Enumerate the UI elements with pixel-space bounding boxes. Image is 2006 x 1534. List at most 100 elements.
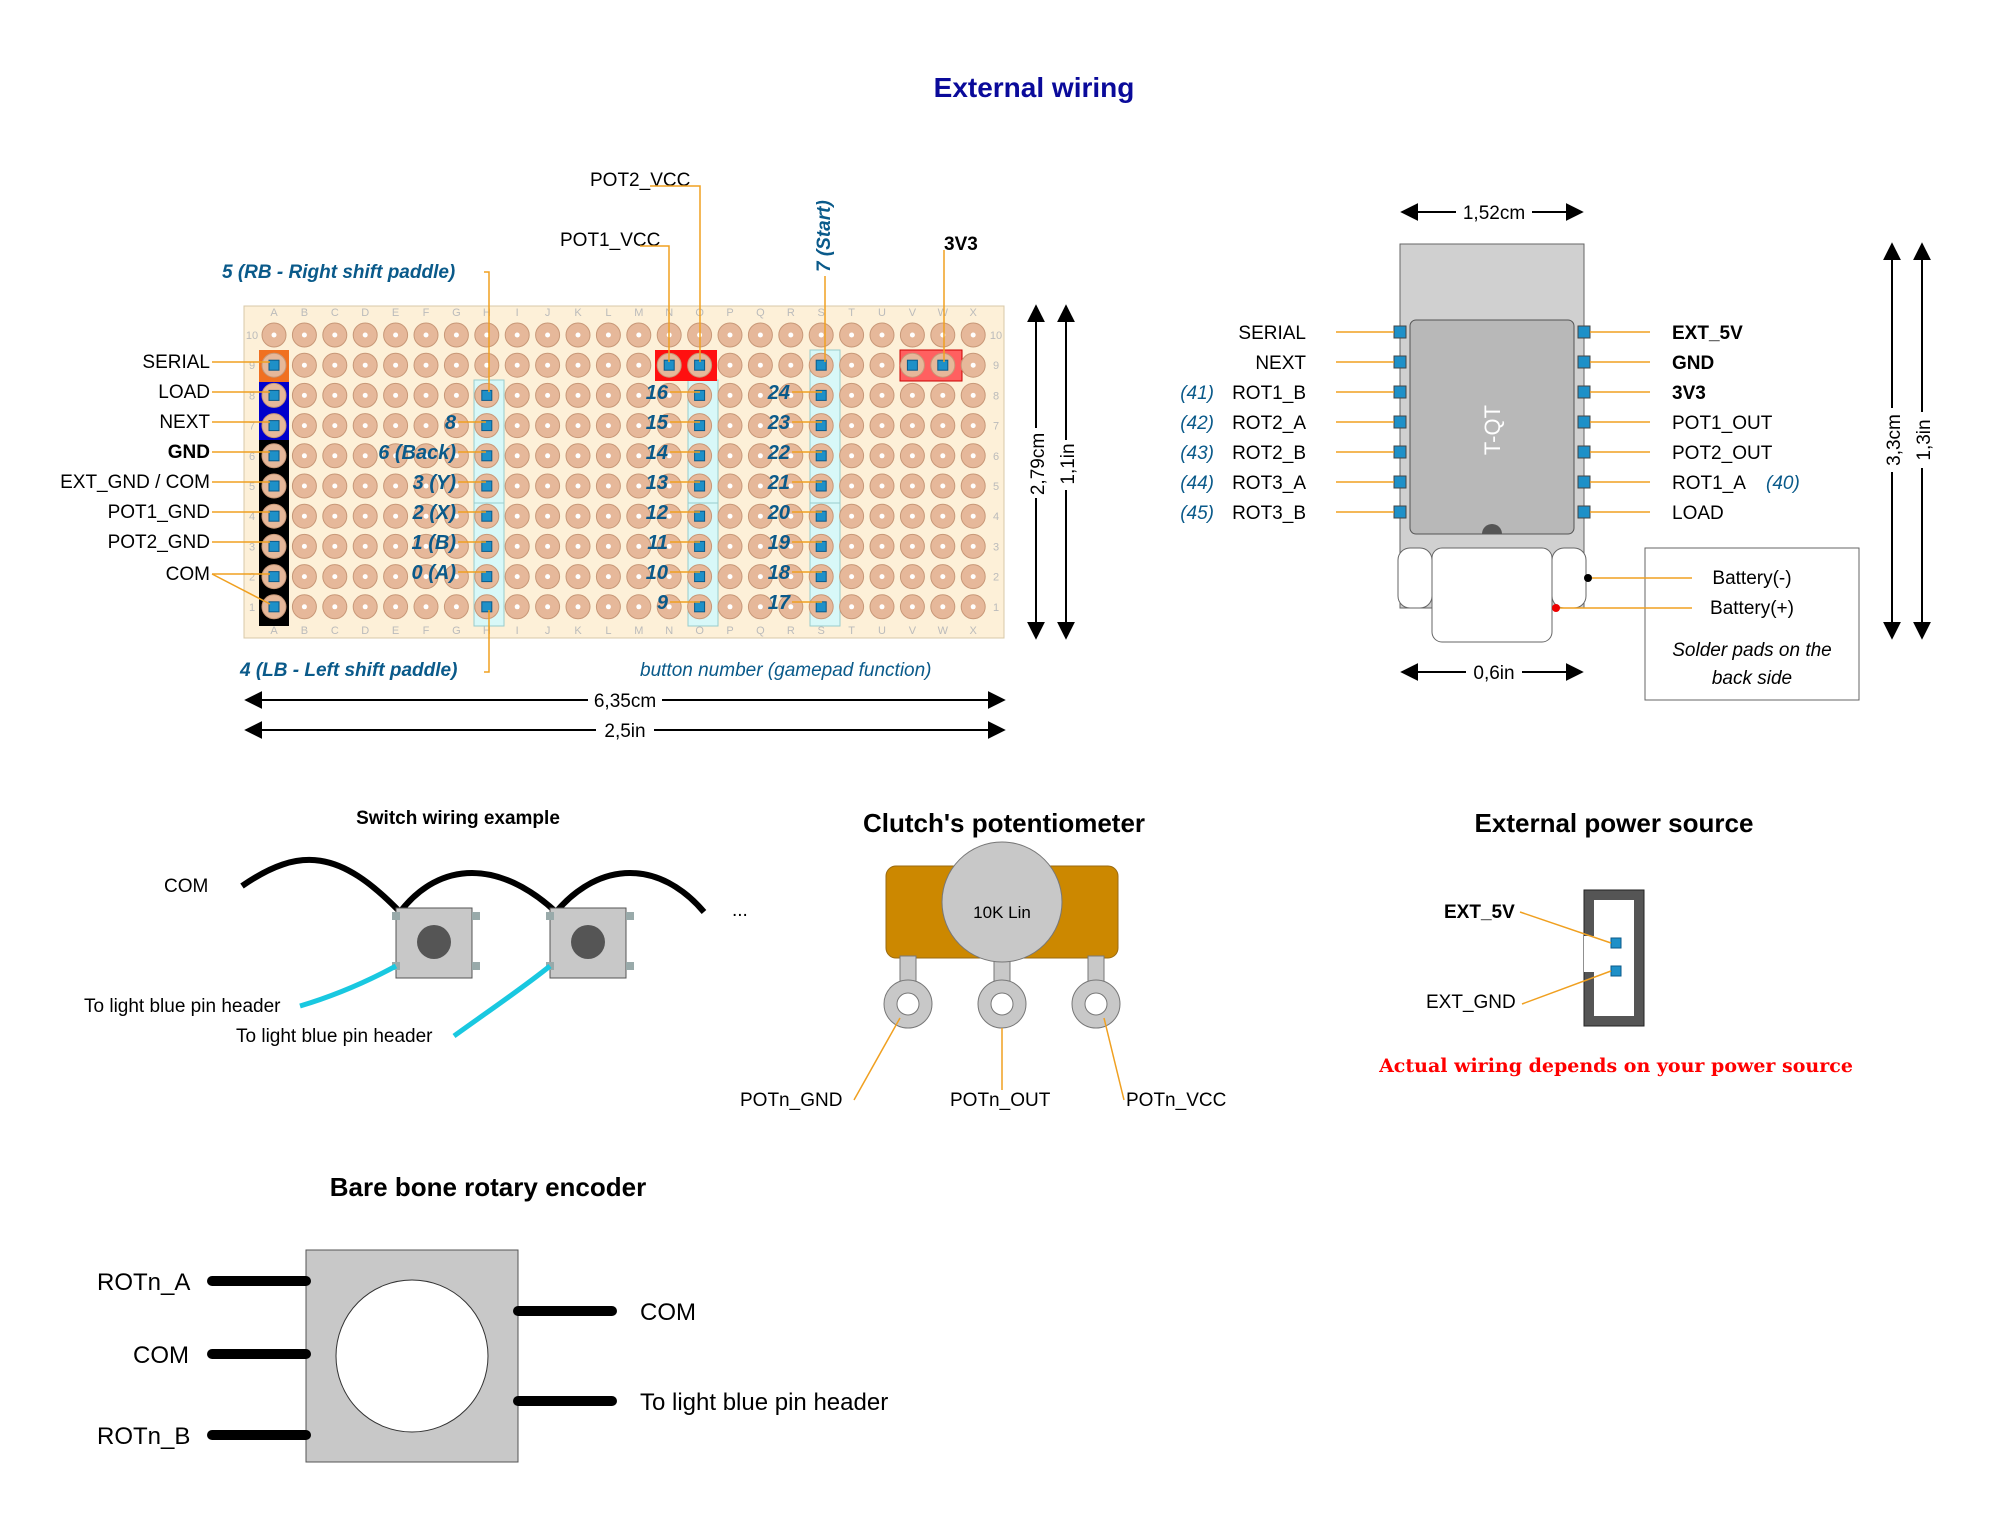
rb-label: 5 (RB - Right shift paddle)	[222, 262, 455, 283]
column-letter: F	[423, 307, 430, 319]
pad-hole	[636, 332, 642, 338]
pin	[268, 601, 280, 613]
pad-hole	[788, 362, 794, 368]
encoder-rota-label: ROTn_A	[97, 1269, 190, 1296]
column-letter: A	[270, 625, 278, 637]
tqt-right-label: POT2_OUT	[1672, 443, 1773, 464]
row-number: 2	[249, 572, 255, 584]
switch-com-label: COM	[164, 876, 208, 897]
pad-hole	[909, 423, 915, 429]
pad-hole	[970, 392, 976, 398]
pad-hole	[271, 332, 277, 338]
pad-hole	[940, 574, 946, 580]
column-letter: K	[574, 307, 582, 319]
tqt-module: T-QT	[1397, 243, 1592, 643]
pad-hole	[545, 362, 551, 368]
column-letter: D	[361, 307, 369, 319]
pad-hole	[393, 392, 399, 398]
column-letter: F	[423, 625, 430, 637]
pad-hole	[940, 453, 946, 459]
pad-hole	[393, 332, 399, 338]
pad-hole	[788, 574, 794, 580]
pad-hole	[970, 332, 976, 338]
pad-hole	[879, 392, 885, 398]
pin	[694, 540, 706, 552]
pad-hole	[849, 513, 855, 519]
tqt-left-label: ROT2_A	[1232, 413, 1306, 434]
pad-hole	[636, 453, 642, 459]
pad-hole	[453, 513, 459, 519]
pin-markers	[268, 359, 949, 613]
pad-hole	[757, 423, 763, 429]
board-left-label: GND	[168, 442, 210, 463]
button-number: 16	[646, 382, 669, 404]
pad-hole	[514, 453, 520, 459]
pin	[481, 420, 493, 432]
pad-hole	[909, 392, 915, 398]
button-number: 8	[445, 412, 457, 434]
row-number: 10	[990, 330, 1002, 342]
column-letter: S	[818, 625, 825, 637]
pad-hole	[636, 574, 642, 580]
battery-plus: Battery(+)	[1710, 598, 1794, 619]
pin	[815, 389, 827, 401]
tqt-pin	[1577, 415, 1591, 429]
pin	[694, 389, 706, 401]
pad-hole	[362, 574, 368, 580]
board-left-label: NEXT	[159, 412, 210, 433]
pad-hole	[545, 574, 551, 580]
pad-hole	[362, 423, 368, 429]
power-title: External power source	[1475, 808, 1754, 838]
pad-hole	[575, 362, 581, 368]
tqt-right-labels: EXT_5V GND 3V3 POT1_OUT POT2_OUT ROT1_A (40) LO…	[1590, 323, 1800, 524]
pad-hole	[849, 543, 855, 549]
tactile-switch-2	[546, 907, 634, 979]
pad-hole	[301, 574, 307, 580]
pad-hole	[849, 483, 855, 489]
switch-ellipsis: ...	[732, 900, 748, 921]
pad-hole	[605, 543, 611, 549]
column-letter: N	[665, 625, 673, 637]
row-number: 2	[993, 572, 999, 584]
pad-hole	[636, 392, 642, 398]
pad-hole	[514, 513, 520, 519]
row-number: 1	[249, 602, 255, 614]
column-letter: G	[452, 307, 461, 319]
pin	[694, 450, 706, 462]
tqt-conn-width: 0,6in	[1473, 663, 1514, 684]
v33-label: 3V3	[944, 234, 978, 255]
pad-hole	[514, 362, 520, 368]
pad-hole	[636, 513, 642, 519]
pad-hole	[757, 362, 763, 368]
button-number: 21	[767, 472, 790, 494]
tqt-height-cm: 3,3cm	[1884, 414, 1905, 466]
pad-hole	[605, 362, 611, 368]
button-number: 18	[768, 562, 791, 584]
pad-hole	[818, 332, 824, 338]
pad-hole	[727, 574, 733, 580]
column-letter: X	[970, 307, 978, 319]
pad-hole	[393, 543, 399, 549]
pad-hole	[393, 362, 399, 368]
pad-hole	[605, 332, 611, 338]
rotary-encoder	[207, 1249, 617, 1463]
column-letter: L	[605, 625, 611, 637]
pad-hole	[332, 513, 338, 519]
button-number: 2 (X)	[412, 502, 457, 524]
pad-hole	[453, 604, 459, 610]
pad-hole	[332, 483, 338, 489]
button-number: 0 (A)	[412, 562, 457, 584]
pad-hole	[757, 574, 763, 580]
pad-hole	[301, 604, 307, 610]
pot1-vcc-label: POT1_VCC	[560, 230, 660, 251]
pad-hole	[788, 423, 794, 429]
tqt-left-label: NEXT	[1255, 353, 1306, 374]
power-ext5v-label: EXT_5V	[1444, 902, 1515, 923]
pad-hole	[636, 423, 642, 429]
pin	[268, 450, 280, 462]
row-number: 5	[249, 481, 255, 493]
tqt-right-label: EXT_5V	[1672, 323, 1743, 344]
battery-box	[1644, 547, 1860, 701]
pad-hole	[849, 423, 855, 429]
pad-hole	[393, 483, 399, 489]
